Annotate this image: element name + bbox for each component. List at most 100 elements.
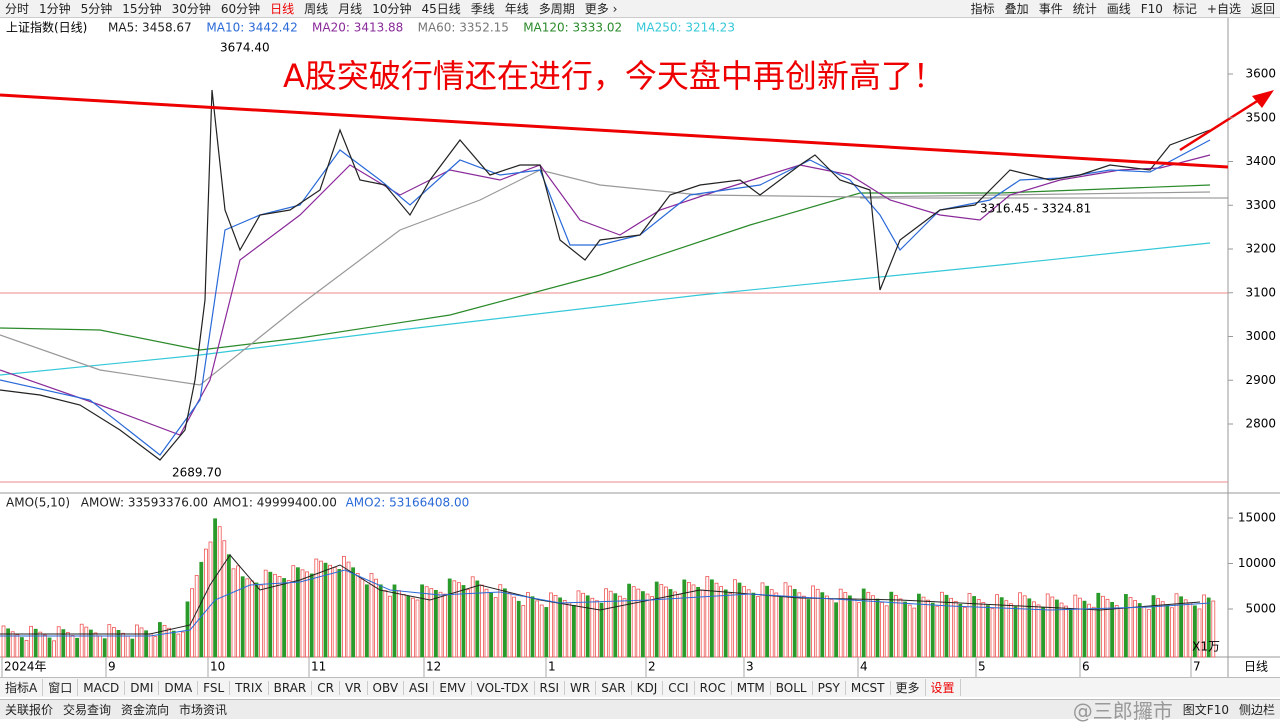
volume-bar	[33, 628, 38, 658]
ma-value: MA60: 3352.15	[418, 21, 509, 35]
period-button[interactable]: 60分钟	[220, 2, 261, 16]
volume-bar	[194, 575, 199, 658]
volume-bar	[1087, 603, 1091, 658]
volume-bar	[995, 594, 999, 658]
volume-bar	[355, 573, 360, 658]
volume-bar	[148, 633, 153, 658]
volume-bar	[618, 595, 622, 658]
indicator-tab[interactable]: 指标A	[0, 679, 44, 696]
volume-bar	[636, 588, 641, 658]
indicator-tab[interactable]: OBV	[368, 680, 405, 695]
period-button[interactable]: 周线	[304, 2, 329, 16]
period-button[interactable]: 季线	[470, 2, 495, 16]
tool-button[interactable]: 返回	[1250, 2, 1275, 16]
volume-bar	[420, 584, 425, 658]
status-button[interactable]: 市场资讯	[179, 703, 228, 717]
volume-bar	[539, 604, 544, 658]
volume-bar	[1119, 608, 1124, 658]
period-button[interactable]: 日线	[270, 2, 295, 16]
volume-bar	[180, 631, 185, 658]
indicator-tab[interactable]: PSY	[813, 680, 846, 695]
volume-bar	[1, 625, 6, 658]
tool-button[interactable]: F10	[1140, 1, 1163, 16]
volume-bar	[10, 631, 15, 658]
tool-button[interactable]: 标记	[1172, 2, 1197, 16]
indicator-tab[interactable]: VR	[340, 680, 368, 695]
period-button[interactable]: 多周期	[538, 2, 575, 16]
volume-tick-label: 15000	[1238, 511, 1276, 525]
volume-bar	[38, 631, 43, 658]
volume-bar	[401, 594, 406, 658]
indicator-tab[interactable]: MCST	[846, 680, 891, 695]
indicator-tab[interactable]: CCI	[663, 680, 695, 695]
volume-bar	[502, 588, 507, 658]
indicator-tab[interactable]: SAR	[596, 680, 632, 695]
status-button[interactable]: 资金流向	[121, 703, 170, 717]
volume-bar	[1170, 607, 1174, 658]
indicator-tab[interactable]: 设置	[926, 679, 961, 696]
volume-bar	[1027, 598, 1032, 658]
volume-bar	[576, 590, 581, 658]
volume-bar	[24, 640, 29, 658]
status-button[interactable]: 关联报价	[5, 703, 54, 717]
period-button[interactable]: 更多 ›	[584, 2, 618, 16]
volume-bar	[374, 578, 379, 658]
period-button[interactable]: 1分钟	[39, 2, 71, 16]
indicator-tab[interactable]: EMV	[434, 680, 472, 695]
volume-bar	[608, 590, 613, 658]
period-button[interactable]: 45日线	[421, 2, 461, 16]
period-button[interactable]: 分时	[5, 2, 30, 16]
indicator-tab[interactable]: BRAR	[269, 680, 313, 695]
ma120-line	[0, 184, 1211, 351]
volume-bar	[475, 580, 480, 658]
volume-bar	[378, 584, 383, 658]
status-button[interactable]: 交易查询	[63, 703, 112, 717]
volume-header: AMO2: 53166408.00	[346, 496, 470, 510]
period-button[interactable]: 30分钟	[171, 2, 211, 16]
volume-tick-label: 5000	[1245, 602, 1276, 616]
indicator-tab[interactable]: CR	[312, 680, 340, 695]
tool-button[interactable]: 统计	[1072, 2, 1097, 16]
indicator-tab[interactable]: FSL	[198, 680, 231, 695]
volume-bar	[967, 593, 972, 658]
indicator-tab[interactable]: DMA	[159, 680, 199, 695]
period-button[interactable]: 5分钟	[80, 2, 113, 16]
volume-bar	[112, 627, 116, 658]
volume-bar	[664, 586, 668, 658]
indicator-tab[interactable]: 窗口	[43, 679, 79, 696]
status-button[interactable]: 侧边栏	[1238, 703, 1275, 717]
indicator-tab[interactable]: 更多	[891, 679, 926, 696]
indicator-tab[interactable]: BOLL	[771, 680, 813, 695]
volume-bar	[236, 565, 241, 658]
status-button[interactable]: 图文F10	[1182, 703, 1229, 717]
period-button[interactable]: 10分钟	[372, 2, 412, 16]
tool-button[interactable]: 叠加	[1004, 2, 1029, 16]
volume-bar	[254, 582, 259, 658]
volume-bar	[268, 571, 273, 658]
volume-bar	[153, 636, 158, 658]
indicator-tab[interactable]: TRIX	[230, 680, 269, 695]
indicator-tab[interactable]: VOL-TDX	[472, 680, 535, 695]
tool-button[interactable]: 指标	[970, 2, 995, 16]
volume-bar	[231, 568, 236, 658]
period-button[interactable]: 年线	[504, 2, 529, 16]
indicator-tab[interactable]: MTM	[732, 680, 771, 695]
indicator-tab[interactable]: DMI	[125, 680, 160, 695]
volume-bar	[820, 592, 825, 658]
indicator-tab[interactable]: ROC	[695, 680, 732, 695]
indicator-tab[interactable]: WR	[565, 680, 597, 695]
volume-bar	[1096, 592, 1101, 658]
volume-bar	[999, 597, 1004, 658]
tool-button[interactable]: +自选	[1206, 2, 1241, 16]
period-button[interactable]: 15分钟	[122, 2, 162, 16]
date-label: 5	[978, 660, 986, 674]
indicator-tab[interactable]: KDJ	[632, 680, 664, 695]
indicator-tab[interactable]: RSI	[535, 680, 566, 695]
indicator-tab[interactable]: ASI	[404, 680, 435, 695]
volume-bar	[240, 576, 245, 658]
tool-button[interactable]: 画线	[1106, 2, 1131, 16]
tool-button[interactable]: 事件	[1038, 2, 1063, 16]
indicator-tab[interactable]: MACD	[78, 680, 126, 695]
period-button[interactable]: 月线	[338, 2, 363, 16]
